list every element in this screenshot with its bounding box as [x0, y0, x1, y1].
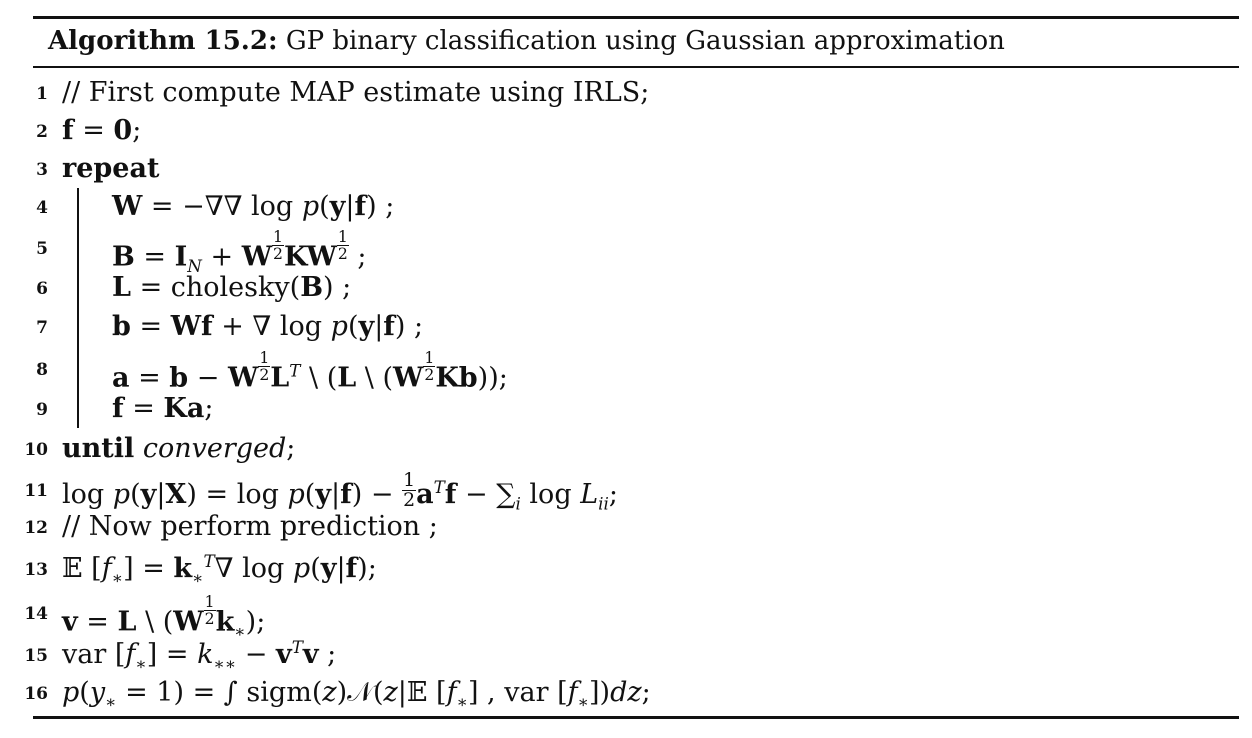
line-number: 5 — [36, 239, 48, 259]
line-number: 7 — [36, 318, 48, 338]
bottom-rule — [33, 716, 1239, 719]
algorithm-line: 2 f = 0; — [0, 112, 1252, 150]
line-number: 6 — [36, 279, 48, 299]
line-number: 3 — [36, 160, 48, 180]
line-number: 16 — [24, 684, 48, 704]
line-number: 9 — [36, 400, 48, 420]
line-number: 1 — [36, 84, 48, 104]
var-fn: var — [504, 677, 549, 708]
line-math: log p(y|X) = log p(y|f) − 1 2 aTf − ∑i log… — [62, 469, 618, 514]
line-math: a = b − W 1 2 LT \ (L \ (W 1 2 Kb)); — [112, 348, 508, 394]
algorithm-line: 9 f = Ka; — [0, 390, 1252, 428]
algorithm-line: 7 b = Wf + ∇ log p(y|f) ; — [0, 308, 1252, 346]
algorithm-line: 6 L = cholesky(B) ; — [0, 269, 1252, 307]
line-number: 2 — [36, 122, 48, 142]
line-math: W = −∇∇ log p(y|f) ; — [112, 191, 395, 222]
algorithm-line: 4 W = −∇∇ log p(y|f) ; — [0, 188, 1252, 226]
log-fn: log — [529, 479, 572, 511]
line-math: f = Ka; — [112, 393, 214, 424]
line-number: 12 — [24, 518, 48, 538]
line-number: 13 — [24, 560, 48, 580]
line-math: f = 0; — [62, 115, 142, 146]
algorithm-line: 10 until converged; — [0, 430, 1252, 468]
algorithm-line: 3 repeat — [0, 150, 1252, 188]
line-number: 10 — [24, 440, 48, 460]
sigm-fn: sigm — [246, 677, 312, 708]
line-math: L = cholesky(B) ; — [112, 272, 352, 303]
line-number: 8 — [36, 360, 48, 380]
algorithm-line: 5 B = IN + W 1 2 KW 1 2 ; — [0, 229, 1252, 275]
algorithm-title: Algorithm 15.2: GP binary classification… — [48, 26, 1005, 56]
line-comment: // First compute MAP estimate using IRLS… — [62, 77, 650, 108]
algorithm-line: 13 𝔼 [f∗] = k∗T∇ log p(y|f); — [0, 550, 1252, 588]
algorithm-line: 11 log p(y|X) = log p(y|f) − 1 2 aTf − ∑i … — [0, 471, 1252, 512]
line-number: 11 — [24, 481, 48, 501]
until-line: until converged; — [62, 433, 296, 464]
repeat-keyword: repeat — [62, 153, 160, 184]
line-math: B = IN + W 1 2 KW 1 2 ; — [112, 227, 367, 277]
header-rule — [33, 66, 1239, 68]
until-keyword: until — [62, 433, 135, 464]
log-fn: log — [251, 191, 294, 222]
algorithm-label: Algorithm 15.2: — [48, 26, 278, 56]
algorithm-line: 15 var [f∗] = k∗∗ − vTv ; — [0, 636, 1252, 674]
algorithm-line: 12 // Now perform prediction ; — [0, 508, 1252, 546]
algorithm-caption: GP binary classification using Gaussian … — [285, 26, 1005, 56]
line-math: var [f∗] = k∗∗ − vTv ; — [62, 637, 337, 674]
algorithm-line: 1 // First compute MAP estimate using IR… — [0, 74, 1252, 112]
loop-body-bar — [77, 188, 79, 428]
algorithm-line: 14 v = L \ (W 1 2 k∗); — [0, 594, 1252, 640]
line-number: 4 — [36, 198, 48, 218]
line-math: v = L \ (W 1 2 k∗); — [62, 592, 266, 642]
algorithm-line: 16 p(y∗ = 1) = ∫ sigm(z)𝒩(z|𝔼 [f∗] , var… — [0, 674, 1252, 712]
algorithm-line: 8 a = b − W 1 2 LT \ (L \ (W 1 2 Kb)); — [0, 350, 1252, 394]
line-math: p(y∗ = 1) = ∫ sigm(z)𝒩(z|𝔼 [f∗] , var [f… — [62, 677, 651, 712]
line-comment: // Now perform prediction ; — [62, 511, 438, 542]
line-math: 𝔼 [f∗] = k∗T∇ log p(y|f); — [62, 551, 377, 588]
top-rule — [33, 16, 1239, 19]
cholesky-fn: cholesky — [170, 272, 290, 303]
log-fn: log — [279, 311, 323, 342]
line-number: 15 — [24, 646, 48, 666]
until-condition: converged — [142, 433, 287, 464]
line-number: 14 — [24, 604, 48, 624]
line-math: b = Wf + ∇ log p(y|f) ; — [112, 311, 424, 342]
var-fn: var — [62, 639, 107, 670]
log-fn: log — [242, 553, 285, 584]
